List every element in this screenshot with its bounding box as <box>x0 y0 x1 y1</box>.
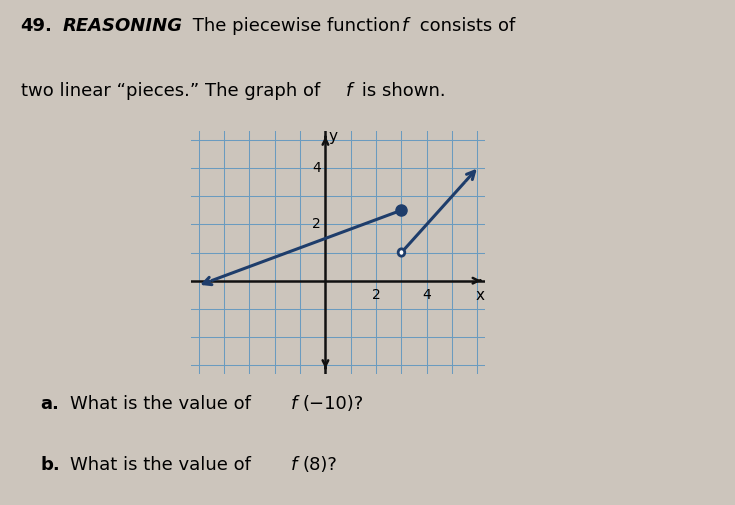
Text: a.: a. <box>40 395 60 413</box>
Circle shape <box>398 249 405 256</box>
Text: 49.: 49. <box>21 17 52 35</box>
Text: two linear “pieces.” The graph of: two linear “pieces.” The graph of <box>21 82 326 100</box>
Text: f: f <box>290 395 297 413</box>
Text: What is the value of: What is the value of <box>70 395 257 413</box>
Text: consists of: consists of <box>414 17 515 35</box>
Text: (−10)?: (−10)? <box>303 395 364 413</box>
Text: REASONING: REASONING <box>62 17 182 35</box>
Text: The piecewise function: The piecewise function <box>187 17 406 35</box>
Text: f: f <box>290 456 297 474</box>
Text: x: x <box>476 288 484 302</box>
Text: y: y <box>329 129 337 144</box>
Text: f: f <box>345 82 352 100</box>
Text: What is the value of: What is the value of <box>70 456 257 474</box>
Text: 4: 4 <box>312 161 321 175</box>
Text: f: f <box>401 17 408 35</box>
Text: (8)?: (8)? <box>303 456 337 474</box>
Text: 4: 4 <box>423 288 431 301</box>
Text: 2: 2 <box>312 217 321 231</box>
Text: 2: 2 <box>372 288 381 301</box>
Text: b.: b. <box>40 456 60 474</box>
Text: is shown.: is shown. <box>356 82 445 100</box>
